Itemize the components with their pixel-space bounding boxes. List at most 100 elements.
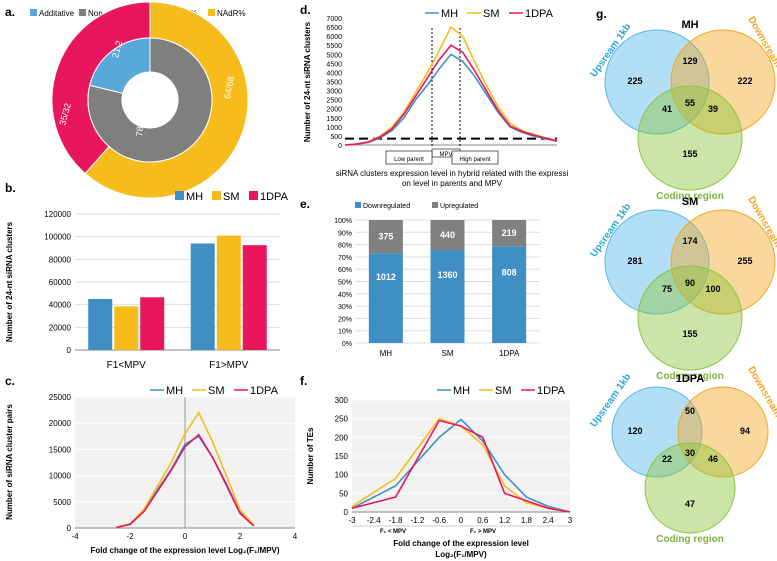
xtick-f: -0.6 xyxy=(432,516,446,525)
legend-label-e: Downregulated xyxy=(363,203,410,210)
xlabel-d-1: siRNA clusters expression level in hybri… xyxy=(336,169,569,178)
bar-label-e-up: 219 xyxy=(502,228,517,238)
bar-e-up-0 xyxy=(368,220,403,254)
line-d-1DPA xyxy=(344,44,558,146)
ytick-e: 0% xyxy=(342,341,352,348)
ytick-c: 15000 xyxy=(49,445,72,454)
legend-swatch-b xyxy=(249,191,258,200)
ytick-c: 10000 xyxy=(49,472,72,481)
venn-value-0-1: 129 xyxy=(682,56,697,66)
line-c-1DPA xyxy=(116,433,255,529)
ytick-e: 80% xyxy=(338,243,352,250)
ytick-b: 20000 xyxy=(49,323,72,332)
legend-swatch-a-0 xyxy=(30,9,37,16)
ytick-f: 300 xyxy=(335,396,349,405)
bar-label-e-down: 1360 xyxy=(437,270,457,280)
venn-value-1-1: 174 xyxy=(682,236,697,246)
legend-label-f: MH xyxy=(453,385,470,397)
ytick-f: 200 xyxy=(335,433,349,442)
xtick-f: -1.8 xyxy=(389,516,403,525)
venn-value-0-3: 41 xyxy=(662,104,672,114)
legend-label-c: MH xyxy=(166,385,183,397)
legend-label-d: MH xyxy=(441,8,458,20)
xlabel-f-2: Log₂(F₁/MPV) xyxy=(435,550,487,559)
bar-label-e-up: 440 xyxy=(440,230,455,240)
venn-0-downstream xyxy=(670,29,776,135)
panel-label-e: e. xyxy=(300,197,310,211)
venn-value-2-3: 22 xyxy=(662,454,672,464)
ytick-b: 100000 xyxy=(44,233,71,242)
ytick-f: 100 xyxy=(335,471,349,480)
legend-swatch-a-1 xyxy=(79,9,86,16)
ylabel-f: Number of TEs xyxy=(306,427,315,484)
xtick-c: 4 xyxy=(293,532,298,541)
ytick-b: 40000 xyxy=(49,301,72,310)
ytick-d: 1500 xyxy=(326,116,342,123)
xtick-f: -3 xyxy=(348,516,356,525)
ytick-c: 0 xyxy=(67,524,72,533)
xtick-b: F1>MPV xyxy=(209,360,249,371)
venn-1-upstream xyxy=(604,209,710,315)
xlabel-d-2: on level in parents and MPV xyxy=(402,179,503,188)
ytick-d: 0 xyxy=(338,143,342,150)
bar-b-SM-1 xyxy=(216,235,241,350)
xtick-f: 0 xyxy=(459,516,464,525)
legend-label-c: SM xyxy=(208,385,225,397)
venn-value-0-6: 155 xyxy=(682,149,697,159)
legend-label-f: SM xyxy=(495,385,512,397)
ytick-d: 4500 xyxy=(326,61,342,68)
xlabel-c: Fold change of the expression level Log₂… xyxy=(90,546,279,555)
venn-value-1-2: 255 xyxy=(737,256,752,266)
venn-value-0-2: 222 xyxy=(737,76,752,86)
line-c-SM xyxy=(116,411,255,529)
annot-box-low xyxy=(385,150,433,165)
ytick-e: 70% xyxy=(338,255,352,262)
xtick-f: 2.4 xyxy=(543,516,555,525)
ytick-e: 60% xyxy=(338,267,352,274)
legend-swatch-e xyxy=(355,202,361,208)
venn-0-upstream xyxy=(604,29,710,135)
xtick-f: 0.6 xyxy=(477,516,489,525)
ytick-d: 500 xyxy=(330,134,342,141)
legend-label-b: 1DPA xyxy=(260,191,289,203)
ytick-d: 2500 xyxy=(326,98,342,105)
bar-label-e-down: 808 xyxy=(502,267,517,277)
donut-label-outer-1: 64/68 xyxy=(222,76,236,100)
ytick-c: 25000 xyxy=(49,393,72,402)
venn-set-label-coding-2: Coding region xyxy=(656,534,724,545)
donut-inner-nonadditative xyxy=(87,37,213,163)
bar-b-MH-0 xyxy=(88,299,113,350)
venn-0-coding xyxy=(637,85,743,191)
ytick-e: 50% xyxy=(338,280,352,287)
bar-e-up-1 xyxy=(430,220,465,251)
ytick-c: 20000 xyxy=(49,419,72,428)
xtick-c: 2 xyxy=(238,532,243,541)
venn-value-2-6: 47 xyxy=(685,499,695,509)
bar-label-e-down: 1012 xyxy=(376,272,396,282)
donut-label-inner-1: 78.8 xyxy=(134,119,145,137)
ytick-d: 7000 xyxy=(326,16,342,23)
ytick-e: 20% xyxy=(338,316,352,323)
venn-2-upstream xyxy=(611,386,703,478)
panel-label-b: b. xyxy=(5,181,16,195)
venn-value-1-3: 75 xyxy=(662,284,672,294)
venn-value-0-4: 55 xyxy=(685,98,695,108)
venn-1-downstream xyxy=(670,209,776,315)
ytick-b: 80000 xyxy=(49,255,72,264)
bar-label-e-up: 375 xyxy=(378,232,393,242)
venn-value-2-5: 46 xyxy=(708,454,718,464)
legend-swatch-b xyxy=(175,191,184,200)
xtick-b: F1<MPV xyxy=(107,360,147,371)
bar-b-1DPA-0 xyxy=(140,297,165,350)
ytick-f: 0 xyxy=(344,508,349,517)
venn-value-2-2: 94 xyxy=(740,426,750,436)
xtick-f: -2.4 xyxy=(367,516,381,525)
bar-e-down-2 xyxy=(492,246,527,343)
ytick-d: 4000 xyxy=(326,70,342,77)
legend-label-a-0: Additative xyxy=(39,9,75,18)
line-d-MH xyxy=(344,53,558,146)
legend-label-d: SM xyxy=(483,8,500,20)
donut-label-inner-0: 21.2 xyxy=(110,39,124,59)
xtick-f: 1.2 xyxy=(499,516,511,525)
annot-low: Low parent xyxy=(394,157,424,163)
